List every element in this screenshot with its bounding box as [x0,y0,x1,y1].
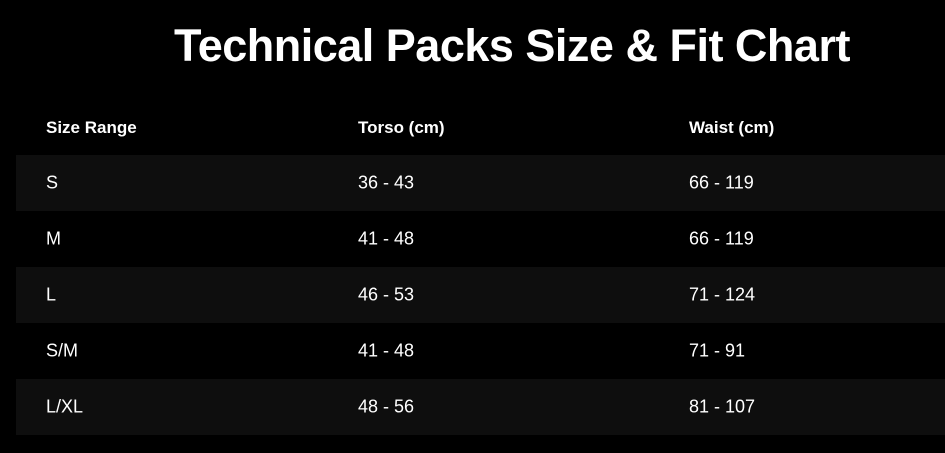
table-row: L/XL 48 - 56 81 - 107 [16,379,945,435]
cell-torso: 46 - 53 [358,284,415,305]
cell-waist: 66 - 119 [689,172,754,193]
cell-waist: 71 - 124 [689,284,756,305]
header-torso: Torso (cm) [358,118,445,137]
cell-torso: 36 - 43 [358,172,415,193]
cell-size: L/XL [46,396,84,417]
header-waist: Waist (cm) [689,118,775,137]
cell-size: S [46,172,59,193]
table-header: Size Range Torso (cm) Waist (cm) [0,115,945,141]
table-row: S/M 41 - 48 71 - 91 [16,323,945,379]
cell-size: L [46,284,57,305]
cell-torso: 41 - 48 [358,228,415,249]
cell-size: S/M [46,340,79,361]
table-row: L 46 - 53 71 - 124 [16,267,945,323]
cell-size: M [46,228,61,249]
header-size-range: Size Range [46,118,137,137]
cell-torso: 41 - 48 [358,340,415,361]
cell-waist: 66 - 119 [689,228,754,249]
table-row: M 41 - 48 66 - 119 [16,211,945,267]
cell-torso: 48 - 56 [358,396,415,417]
page-title: Technical Packs Size & Fit Chart [174,20,850,71]
table-row: S 36 - 43 66 - 119 [16,155,945,211]
cell-waist: 71 - 91 [689,340,746,361]
cell-waist: 81 - 107 [689,396,756,417]
